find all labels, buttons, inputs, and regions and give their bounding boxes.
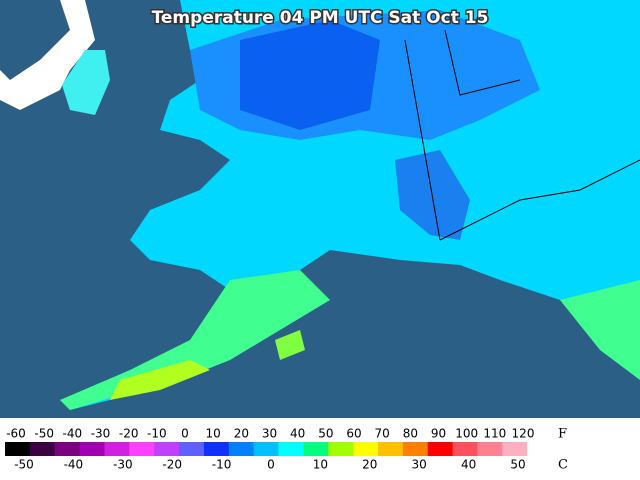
- color-swatch: [402, 442, 429, 456]
- celsius-tick-label: -50: [14, 458, 34, 472]
- unit-label: C: [558, 458, 568, 473]
- color-swatch: [502, 442, 528, 456]
- fahrenheit-tick-label: 80: [403, 427, 418, 441]
- color-swatch: [452, 442, 478, 456]
- coldest-region: [240, 20, 380, 130]
- color-swatch: [104, 442, 130, 456]
- fahrenheit-tick-label: -60: [6, 427, 26, 441]
- color-swatch: [228, 442, 255, 456]
- color-swatch: [278, 442, 304, 456]
- color-swatch: [377, 442, 404, 456]
- peninsula-tip: [110, 360, 210, 400]
- color-swatch: [79, 442, 105, 456]
- fahrenheit-tick-label: 70: [375, 427, 390, 441]
- celsius-tick-label: 10: [313, 458, 328, 472]
- border-line: [444, 29, 521, 96]
- celsius-tick-label: -10: [212, 458, 232, 472]
- fahrenheit-tick-label: 110: [483, 427, 506, 441]
- fahrenheit-tick-label: 100: [455, 427, 478, 441]
- color-swatch: [5, 442, 31, 456]
- fahrenheit-tick-label: 120: [512, 427, 535, 441]
- celsius-tick-label: -30: [113, 458, 133, 472]
- fahrenheit-tick-label: 20: [234, 427, 249, 441]
- border-line: [439, 159, 640, 241]
- color-swatch: [527, 442, 553, 456]
- fahrenheit-tick-label: 0: [181, 427, 189, 441]
- color-swatch: [353, 442, 379, 456]
- siberia-coast: [0, 0, 70, 80]
- color-swatch: [154, 442, 180, 456]
- fahrenheit-tick-label: 90: [431, 427, 446, 441]
- color-swatch: [179, 442, 205, 456]
- color-swatch: [203, 442, 230, 456]
- celsius-tick-label: -40: [64, 458, 84, 472]
- color-swatch: [129, 442, 155, 456]
- celsius-tick-label: 0: [267, 458, 275, 472]
- map-title: Temperature 04 PM UTC Sat Oct 15: [152, 8, 489, 28]
- border-line: [404, 39, 441, 241]
- celsius-tick-label: 20: [362, 458, 377, 472]
- color-swatch: [328, 442, 354, 456]
- celsius-tick-label: 30: [412, 458, 427, 472]
- fahrenheit-tick-label: 60: [346, 427, 361, 441]
- fahrenheit-tick-label: 30: [262, 427, 277, 441]
- fahrenheit-tick-label: -20: [119, 427, 139, 441]
- celsius-tick-label: 50: [510, 458, 525, 472]
- color-swatch: [477, 442, 503, 456]
- fahrenheit-tick-label: 40: [290, 427, 305, 441]
- fahrenheit-tick-label: -50: [34, 427, 54, 441]
- color-swatch: [54, 442, 81, 456]
- unit-label: F: [558, 427, 567, 442]
- kodiak-island: [275, 330, 305, 360]
- peninsula-warm: [60, 270, 330, 410]
- fahrenheit-tick-label: 10: [206, 427, 221, 441]
- color-swatch: [29, 442, 56, 456]
- seward-peninsula: [62, 50, 110, 115]
- fahrenheit-tick-label: -40: [63, 427, 83, 441]
- fahrenheit-tick-label: -30: [91, 427, 111, 441]
- fahrenheit-tick-label: -10: [147, 427, 167, 441]
- panhandle-warm: [560, 280, 640, 380]
- color-swatch: [303, 442, 329, 456]
- fahrenheit-tick-label: 50: [318, 427, 333, 441]
- celsius-tick-label: 40: [461, 458, 476, 472]
- color-swatch: [253, 442, 279, 456]
- color-bar: [5, 442, 553, 456]
- celsius-tick-label: -20: [162, 458, 182, 472]
- color-swatch: [427, 442, 454, 456]
